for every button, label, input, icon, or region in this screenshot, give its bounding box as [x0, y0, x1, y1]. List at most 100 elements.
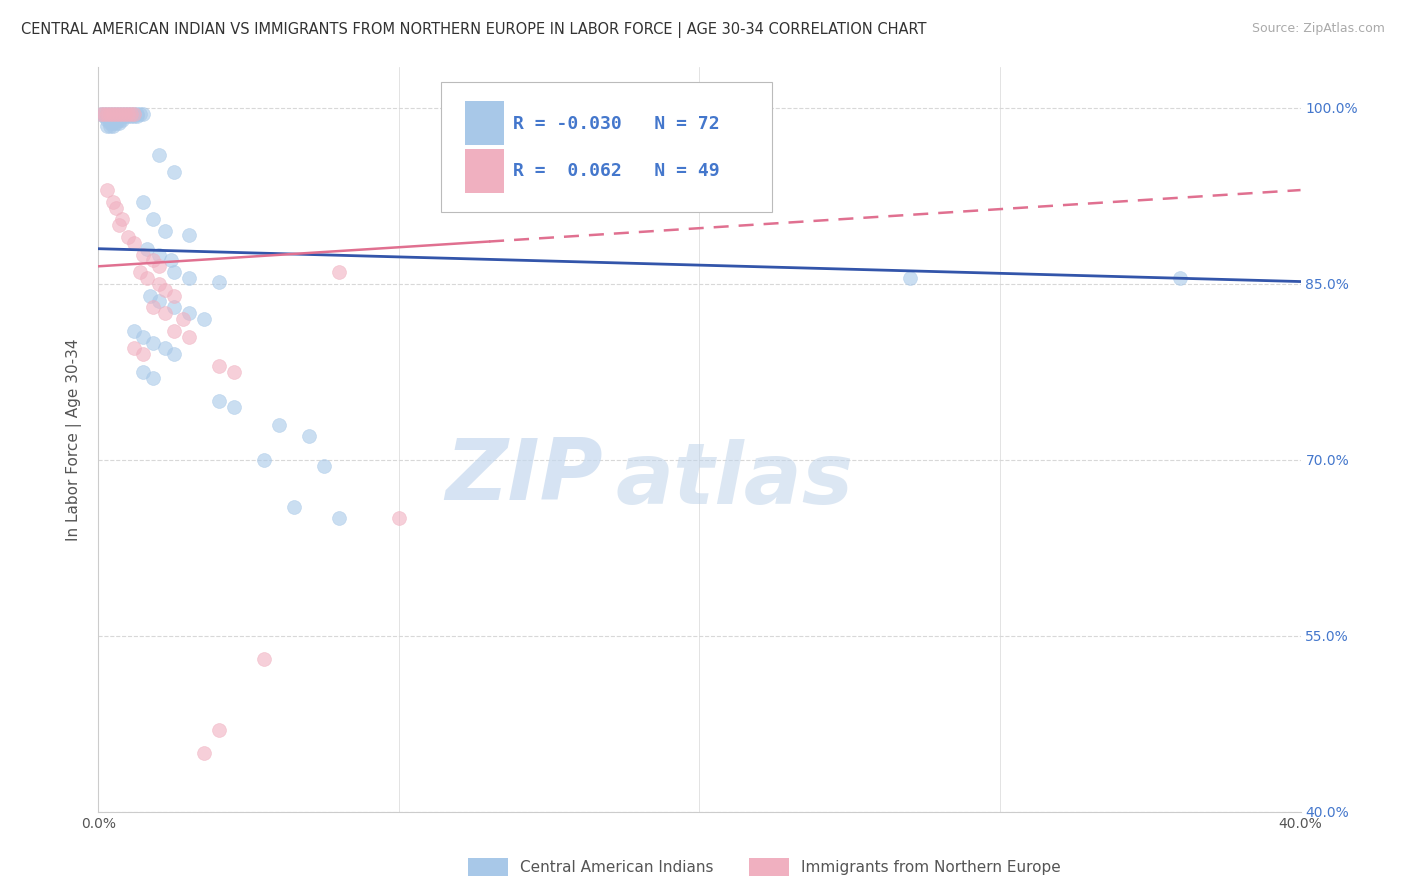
- Point: [141, 370, 163, 384]
- Point: [117, 230, 139, 244]
- Point: [312, 458, 335, 473]
- Point: [193, 312, 215, 326]
- Point: [108, 107, 131, 121]
- Point: [253, 453, 276, 467]
- Point: [193, 746, 215, 760]
- Point: [132, 247, 155, 261]
- Point: [124, 109, 146, 123]
- Point: [96, 107, 118, 121]
- Point: [93, 107, 115, 121]
- Point: [90, 107, 112, 121]
- Point: [162, 301, 184, 315]
- Point: [328, 265, 350, 279]
- Point: [103, 107, 125, 121]
- Point: [124, 235, 146, 250]
- Text: R =  0.062   N = 49: R = 0.062 N = 49: [513, 162, 720, 180]
- Point: [148, 148, 170, 162]
- Point: [111, 107, 134, 121]
- Point: [108, 116, 131, 130]
- Point: [138, 288, 160, 302]
- Point: [105, 112, 128, 127]
- Point: [121, 107, 143, 121]
- Point: [129, 107, 152, 121]
- Point: [328, 511, 350, 525]
- Point: [96, 119, 118, 133]
- Point: [162, 347, 184, 361]
- Point: [105, 116, 128, 130]
- Point: [100, 112, 122, 127]
- Point: [114, 109, 136, 123]
- Point: [132, 329, 155, 343]
- Point: [96, 112, 118, 127]
- Point: [93, 107, 115, 121]
- FancyBboxPatch shape: [465, 101, 503, 145]
- Point: [388, 511, 411, 525]
- Point: [132, 107, 155, 121]
- Point: [96, 183, 118, 197]
- Point: [111, 107, 134, 121]
- Point: [100, 107, 122, 121]
- Point: [100, 107, 122, 121]
- Point: [253, 652, 276, 666]
- Point: [96, 109, 118, 123]
- Point: [283, 500, 305, 514]
- Point: [124, 107, 146, 121]
- Point: [172, 312, 194, 326]
- Text: Immigrants from Northern Europe: Immigrants from Northern Europe: [801, 860, 1062, 874]
- Point: [124, 324, 146, 338]
- Point: [114, 107, 136, 121]
- FancyBboxPatch shape: [465, 149, 503, 193]
- Point: [124, 342, 146, 356]
- FancyBboxPatch shape: [441, 82, 772, 212]
- Point: [153, 306, 176, 320]
- Point: [222, 365, 245, 379]
- Point: [90, 107, 112, 121]
- Point: [177, 306, 200, 320]
- Point: [111, 109, 134, 123]
- Point: [103, 107, 125, 121]
- Point: [108, 109, 131, 123]
- Point: [117, 109, 139, 123]
- Point: [162, 324, 184, 338]
- Point: [153, 342, 176, 356]
- Point: [103, 119, 125, 133]
- Point: [93, 109, 115, 123]
- Point: [162, 165, 184, 179]
- Point: [208, 723, 231, 737]
- Point: [114, 107, 136, 121]
- Point: [111, 112, 134, 127]
- Point: [148, 260, 170, 274]
- Point: [208, 275, 231, 289]
- Point: [127, 107, 149, 121]
- Point: [177, 329, 200, 343]
- Point: [208, 359, 231, 373]
- Point: [96, 107, 118, 121]
- Point: [132, 347, 155, 361]
- Point: [129, 265, 152, 279]
- Point: [153, 224, 176, 238]
- Point: [132, 194, 155, 209]
- Point: [121, 107, 143, 121]
- Text: Central American Indians: Central American Indians: [520, 860, 714, 874]
- Point: [105, 109, 128, 123]
- Point: [148, 247, 170, 261]
- Point: [132, 365, 155, 379]
- Point: [105, 201, 128, 215]
- Point: [222, 400, 245, 414]
- Point: [117, 107, 139, 121]
- Point: [111, 212, 134, 227]
- Point: [141, 335, 163, 350]
- Point: [148, 294, 170, 309]
- Point: [208, 394, 231, 409]
- Point: [100, 116, 122, 130]
- Point: [108, 107, 131, 121]
- Point: [538, 194, 561, 209]
- Point: [148, 277, 170, 291]
- Point: [135, 242, 157, 256]
- Point: [105, 107, 128, 121]
- Text: atlas: atlas: [616, 439, 853, 522]
- Point: [162, 265, 184, 279]
- Point: [159, 253, 181, 268]
- Point: [103, 112, 125, 127]
- Text: Source: ZipAtlas.com: Source: ZipAtlas.com: [1251, 22, 1385, 36]
